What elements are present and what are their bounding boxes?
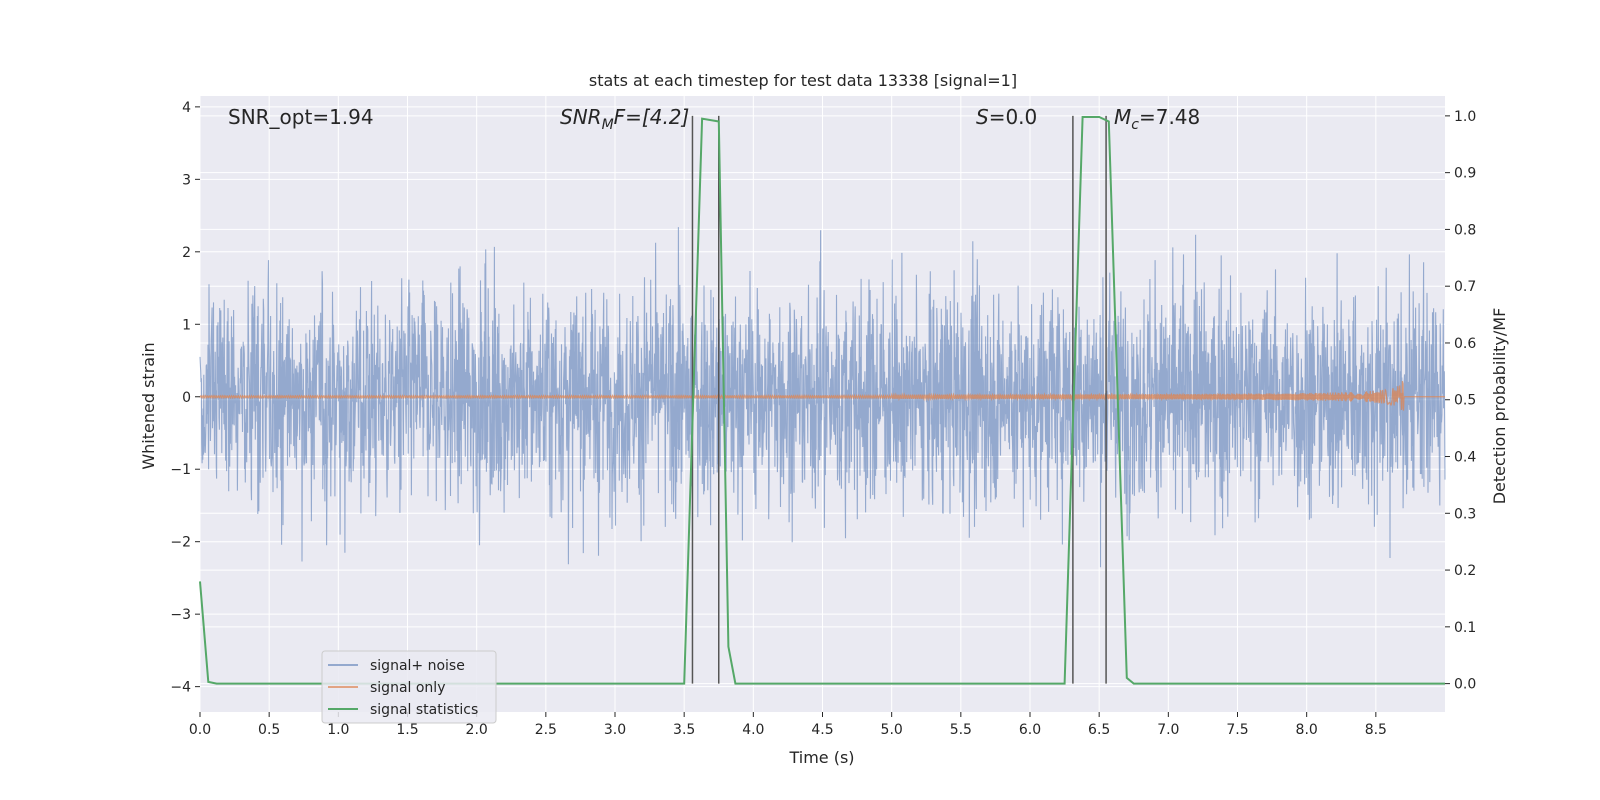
left-y-tick-label-3: 1: [182, 317, 191, 333]
right-y-tick-label-4: 0.6: [1454, 336, 1476, 352]
annotation-mc: Mc=7.48: [1114, 105, 1200, 133]
right-y-tick-label-1: 0.9: [1454, 166, 1476, 182]
chart-title: stats at each timestep for test data 133…: [589, 71, 1017, 90]
right-y-tick-label-10: 0.0: [1454, 677, 1476, 693]
x-tick-label-16: 8.0: [1296, 722, 1318, 738]
snr-mf-base: SNR: [560, 105, 602, 129]
s-italic: S: [976, 105, 989, 129]
series-signal-only: [199, 381, 1445, 411]
x-tick-label-2: 1.0: [327, 722, 349, 738]
right-y-axis-label: Detection probability/MF: [1490, 308, 1509, 505]
left-y-tick-label-1: 3: [182, 172, 191, 188]
x-tick-label-12: 6.0: [1019, 722, 1041, 738]
left-y-tick-label-5: −1: [170, 462, 191, 478]
series-signal-noise: [199, 227, 1446, 568]
left-y-tick-label-7: −3: [170, 607, 191, 623]
grid-lines: [199, 96, 1445, 712]
x-tick-label-8: 4.0: [742, 722, 764, 738]
x-tick-label-1: 0.5: [258, 722, 280, 738]
right-y-tick-label-6: 0.4: [1454, 450, 1476, 466]
x-tick-label-3: 1.5: [396, 722, 418, 738]
left-y-tick-label-8: −4: [170, 680, 191, 696]
left-y-tick-label-6: −2: [170, 535, 191, 551]
snr-mf-rest: F=[4.2]: [614, 105, 690, 129]
x-axis-ticks: 0.0 0.5 1.0 1.5 2.0 2.5 3.0 3.5 4.0 4.5 5.0 5.5 6.0 6…: [189, 712, 1387, 738]
legend-box: [321, 650, 497, 724]
x-tick-label-9: 4.5: [811, 722, 833, 738]
left-y-tick-label-4: 0: [182, 390, 191, 406]
legend: signal+ noise signal only signal statist…: [321, 650, 497, 724]
x-tick-label-6: 3.0: [604, 722, 626, 738]
right-y-axis-ticks: 1.0 0.9 0.8 0.7 0.6 0.5 0.4 0.3 0.2 0.1 0.0: [1445, 109, 1476, 693]
right-y-tick-label-7: 0.3: [1454, 506, 1476, 522]
x-tick-label-10: 5.0: [881, 722, 903, 738]
right-y-tick-label-8: 0.2: [1454, 563, 1476, 579]
annotation-snr-mf: SNRMF=[4.2]: [560, 105, 689, 133]
x-axis-label: Time (s): [788, 748, 854, 767]
snr-mf-sub: M: [602, 117, 614, 133]
x-tick-label-11: 5.5: [950, 722, 972, 738]
left-y-tick-label-2: 2: [182, 245, 191, 261]
legend-label-signal-noise: signal+ noise: [370, 658, 465, 674]
left-y-tick-label-0: 4: [182, 100, 191, 116]
x-tick-label-14: 7.0: [1157, 722, 1179, 738]
mc-base: M: [1114, 105, 1131, 129]
mc-rest: =7.48: [1139, 105, 1200, 129]
mc-sub: c: [1131, 117, 1139, 133]
s-rest: =0.0: [989, 105, 1038, 129]
left-y-axis-label: Whitened strain: [139, 342, 158, 469]
legend-label-signal-statistics: signal statistics: [370, 702, 478, 718]
right-y-tick-label-0: 1.0: [1454, 109, 1476, 125]
right-y-tick-label-9: 0.1: [1454, 620, 1476, 636]
right-y-tick-label-5: 0.5: [1454, 393, 1476, 409]
x-tick-label-17: 8.5: [1365, 722, 1387, 738]
annotation-s: S=0.0: [976, 105, 1037, 129]
signal-noise-line: [199, 227, 1446, 568]
left-y-axis-ticks: 4 3 2 1 0 −1 −2 −3 −4: [170, 100, 200, 696]
x-tick-label-4: 2.0: [466, 722, 488, 738]
signal-only-line: [199, 381, 1445, 411]
x-tick-label-7: 3.5: [673, 722, 695, 738]
x-tick-label-13: 6.5: [1088, 722, 1110, 738]
right-y-tick-label-3: 0.7: [1454, 279, 1476, 295]
x-tick-label-15: 7.5: [1226, 722, 1248, 738]
x-tick-label-0: 0.0: [189, 722, 211, 738]
x-tick-label-5: 2.5: [535, 722, 557, 738]
legend-label-signal-only: signal only: [370, 680, 445, 696]
right-y-tick-label-2: 0.8: [1454, 222, 1476, 238]
annotation-snr-opt: SNR_opt=1.94: [228, 105, 374, 129]
